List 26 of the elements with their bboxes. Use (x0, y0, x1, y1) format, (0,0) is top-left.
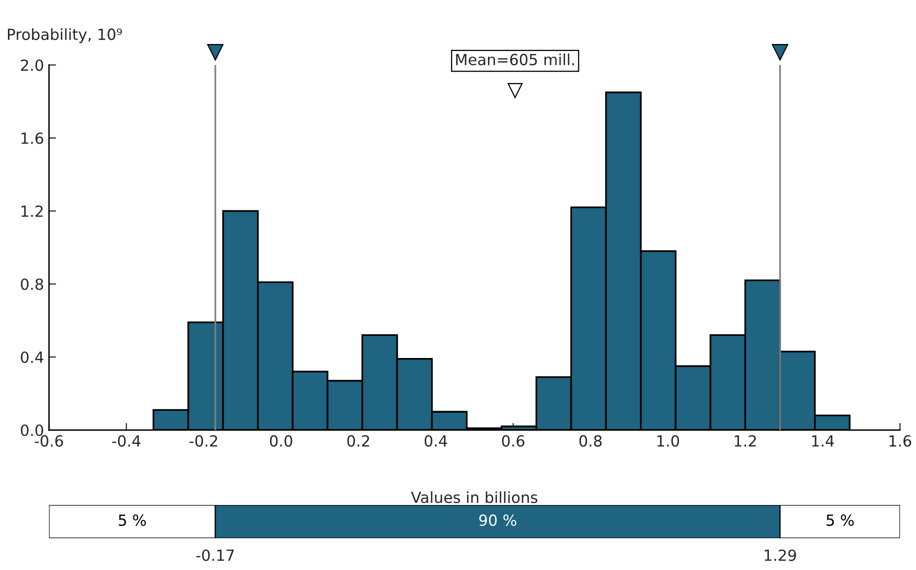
annotation: 5 % (826, 514, 854, 526)
y-tick-label: 0.4 (20, 351, 44, 364)
x-tick-label: -0.17 (196, 549, 234, 562)
x-tick-label: 1.4 (812, 435, 834, 446)
y-axis-title: Probability, 10⁹ (8, 28, 122, 44)
y-tick-label: 1.2 (22, 205, 43, 217)
x-tick-label: 1.2 (734, 435, 756, 446)
x-tick-label: 1.6 (890, 435, 912, 447)
y-tick-label: 0.8 (20, 278, 44, 290)
x-tick-label: 1.29 (764, 549, 796, 562)
y-tick-label: 0.0 (20, 424, 44, 436)
annotation: 90 % (479, 514, 516, 526)
x-tick-label: -0.2 (190, 435, 218, 447)
annotation: Mean=605 mill. (456, 54, 574, 66)
x-tick-label: 0.8 (579, 435, 602, 447)
annotation: 5 % (118, 514, 146, 526)
x-tick-label: 0.2 (347, 435, 370, 447)
x-tick-label: 0.4 (424, 435, 448, 447)
y-tick-label: 2.0 (20, 59, 44, 71)
x-tick-label: -0.4 (112, 435, 140, 447)
y-tick-label: 1.6 (22, 132, 44, 144)
x-tick-label: 0.0 (270, 435, 292, 447)
x-axis-title: Values in billions (411, 491, 538, 504)
x-tick-label: 1.0 (657, 435, 680, 447)
x-tick-label: -0.6 (34, 435, 63, 447)
x-tick-label: 0.6 (502, 435, 524, 447)
